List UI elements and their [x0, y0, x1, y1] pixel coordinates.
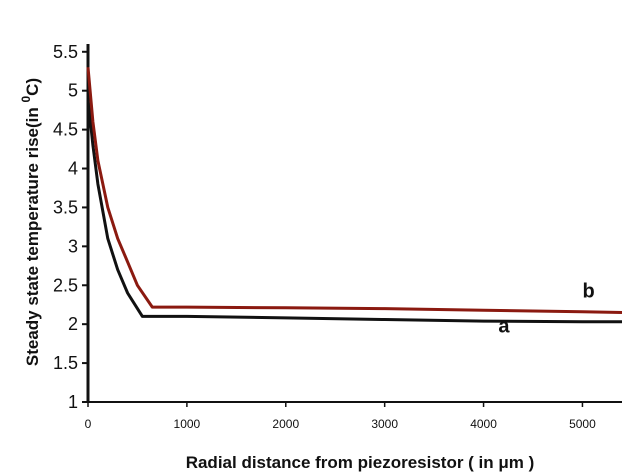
y-tick-label: 1: [68, 392, 78, 412]
chart-labels: 1 1.5 2 2.5 3 3.5 4 4.5 5 5.5 0 1000 2000 3000 4000 500…: [53, 42, 596, 431]
y-axis-title-main: Steady state temperature rise(in: [23, 103, 42, 367]
series-label-b: b: [582, 281, 594, 303]
x-axis-title: Radial distance from piezoresistor ( in …: [186, 453, 535, 472]
y-tick-label: 2: [68, 314, 78, 334]
y-axis-title-superscript: 0: [19, 96, 33, 103]
y-tick-label: 4.5: [53, 120, 78, 140]
x-tick-label: 2000: [272, 417, 299, 431]
y-tick-label: 3.5: [53, 197, 78, 217]
x-tick-label: 5000: [569, 417, 596, 431]
y-axis-title: Steady state temperature rise(in 0C): [19, 78, 42, 366]
x-tick-label: 3000: [371, 417, 398, 431]
y-axis-title-unit: C): [23, 78, 42, 96]
chart-axes: [82, 44, 622, 407]
y-tick-label: 1.5: [53, 353, 78, 373]
y-tick-label: 3: [68, 236, 78, 256]
series-label-a: a: [498, 316, 510, 338]
x-tick-label: 0: [85, 417, 92, 431]
series-line-b: [86, 67, 622, 314]
x-tick-label: 1000: [174, 417, 201, 431]
series-line-a: [86, 98, 622, 324]
chart-series: [86, 67, 622, 324]
y-tick-label: 5.5: [53, 42, 78, 62]
y-tick-label: 4: [68, 159, 78, 179]
y-tick-label: 2.5: [53, 275, 78, 295]
x-tick-label: 4000: [470, 417, 497, 431]
y-tick-label: 5: [68, 81, 78, 101]
